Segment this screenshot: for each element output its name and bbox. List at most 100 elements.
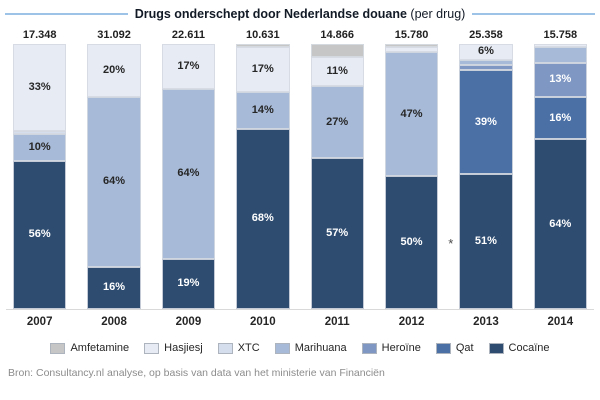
bar-segment-hero-ne: 13% (533, 62, 587, 97)
x-axis-label-2008: 2008 (101, 316, 127, 328)
bar-segment-qat: 39% (459, 70, 513, 174)
bar-segment-marihuana: 47% (384, 51, 439, 177)
bar-segment-marihuana: 27% (310, 86, 364, 158)
x-axis-label-2011: 2011 (324, 316, 350, 328)
bar-column-2011: 14.866 11% 27% 57% (310, 29, 364, 309)
legend-item-xtc: XTC (217, 342, 260, 354)
bar-segment-marihuana: 14% (236, 91, 290, 129)
segment-percent-label: 17% (177, 60, 200, 73)
title-rule-left (5, 13, 128, 15)
bar-column-2014: 15.758 13% 16% 64% (533, 29, 587, 309)
legend-swatch-hero-ne (361, 342, 377, 354)
legend-label: Heroïne (381, 342, 421, 354)
bar-segment-amfetamine (384, 44, 439, 47)
stacked-bar-2009: 17% 64% 19% (161, 44, 216, 309)
bar-segment-xtc (13, 131, 67, 135)
bar-segment-hasjiesj: 11% (310, 57, 364, 87)
bar-segment-coca-ne: 57% (310, 157, 364, 309)
bar-segment-hasjiesj: 6% (459, 44, 513, 60)
legend-item-coca-ne: Cocaïne (488, 342, 550, 354)
segment-percent-label: 57% (326, 226, 349, 239)
bar-segment-marihuana: 10% (13, 134, 67, 161)
legend-item-hero-ne: Heroïne (361, 342, 421, 354)
bar-segment-marihuana (459, 59, 513, 66)
bar-segment-hasjiesj: 33% (13, 44, 67, 132)
stacked-bar-2010: 17% 14% 68% (236, 44, 290, 309)
bar-segment-coca-ne: 64% (533, 139, 587, 309)
bar-total-label: 15.780 (394, 29, 429, 41)
x-axis-labels: 2007 2008 2009 2010 2011 2012 2013 2014 (0, 310, 600, 328)
segment-percent-label: 56% (28, 228, 51, 241)
bar-segment-amfetamine (310, 44, 364, 58)
x-axis-label-2012: 2012 (398, 316, 425, 328)
segment-percent-label: 17% (251, 62, 274, 75)
segment-percent-label: 68% (251, 212, 274, 225)
segment-percent-label: 13% (549, 73, 572, 86)
segment-percent-label: 11% (326, 65, 348, 78)
stacked-bar-2013: 6% 39% 51% (459, 44, 513, 309)
legend-label: Amfetamine (70, 342, 130, 354)
bar-total-label: 15.758 (543, 29, 578, 41)
bar-column-2009: 22.611 17% 64% 19% (161, 29, 216, 309)
legend-swatch-marihuana (274, 342, 290, 354)
legend-swatch-hasjiesj (144, 342, 160, 354)
bar-total-label: 17.348 (22, 29, 57, 41)
legend-item-marihuana: Marihuana (274, 342, 347, 354)
legend-item-qat: Qat (435, 342, 474, 354)
stacked-bar-2008: 20% 64% 16% (87, 44, 141, 309)
chart-title-main: Drugs onderschept door Nederlandse douan… (134, 7, 407, 21)
stacked-bar-2007: 33% 10% 56% (13, 44, 67, 309)
bar-segment-coca-ne: 16% (87, 266, 141, 309)
bar-segment-marihuana (533, 46, 587, 63)
bar-column-2010: 10.631 17% 14% 68% (236, 29, 290, 309)
bar-column-2013: 25.358 6% 39% 51% (459, 29, 513, 309)
legend-swatch-qat (435, 342, 451, 354)
x-axis-label-2013: 2013 (473, 316, 499, 328)
segment-percent-label: 10% (28, 140, 51, 153)
segment-percent-label: 19% (177, 277, 200, 290)
segment-percent-label: 33% (28, 81, 51, 94)
stacked-bar-2012: 47% 50% * (384, 44, 453, 309)
bar-segment-hasjiesj (533, 44, 587, 47)
segment-percent-label: 39% (474, 115, 497, 128)
chart-title: Drugs onderschept door Nederlandse douan… (128, 7, 473, 21)
bar-total-label: 25.358 (469, 29, 503, 41)
x-axis-label-2010: 2010 (250, 316, 276, 328)
bar-segment-amfetamine (236, 44, 290, 47)
segment-percent-label: 50% (400, 236, 423, 249)
bar-segment-hasjiesj (384, 46, 439, 52)
segment-percent-label: 14% (251, 103, 274, 116)
bar-segment-hasjiesj: 20% (87, 44, 141, 97)
legend-label: Hasjiesj (164, 342, 203, 354)
bar-column-2012: 15.780 47% 50% * (384, 29, 453, 309)
segment-percent-label: 16% (103, 281, 126, 294)
segment-percent-label: 47% (400, 107, 423, 120)
plot-area: 17.348 33% 10% 56% 31.092 20% 64% 16% 22.611 17% 6… (0, 29, 600, 309)
bar-total-label: 10.631 (245, 29, 280, 41)
segment-percent-label: 51% (474, 234, 497, 247)
bar-total-label: 22.611 (171, 29, 205, 41)
segment-percent-label: 27% (326, 115, 349, 128)
bar-segment-coca-ne: 56% (13, 160, 67, 309)
x-axis-label-2014: 2014 (547, 316, 574, 328)
bar-column-2008: 31.092 20% 64% 16% (87, 29, 141, 309)
bar-segment-marihuana: 64% (161, 89, 216, 259)
legend-item-amfetamine: Amfetamine (50, 342, 129, 354)
bar-segment-coca-ne: 19% (161, 258, 216, 309)
footnote-asterisk: * (448, 236, 454, 251)
bar-segment-coca-ne: 51% (459, 173, 513, 309)
bar-segment-qat: 16% (533, 96, 587, 140)
legend-label: Marihuana (294, 342, 347, 354)
bar-total-label: 14.866 (320, 29, 355, 41)
title-rule-right (472, 13, 595, 15)
x-axis-label-2009: 2009 (175, 316, 202, 328)
legend: Amfetamine Hasjiesj XTC Marihuana Heroïne Qat… (0, 342, 600, 354)
legend-label: Qat (455, 342, 474, 354)
x-axis-label-2007: 2007 (26, 316, 53, 328)
bar-column-2007: 17.348 33% 10% 56% (13, 29, 67, 309)
segment-percent-label: 64% (549, 217, 572, 230)
chart-header: Drugs onderschept door Nederlandse douan… (0, 0, 600, 21)
bar-segment-marihuana: 64% (87, 97, 141, 267)
bar-segment-coca-ne: 50% (384, 176, 439, 309)
